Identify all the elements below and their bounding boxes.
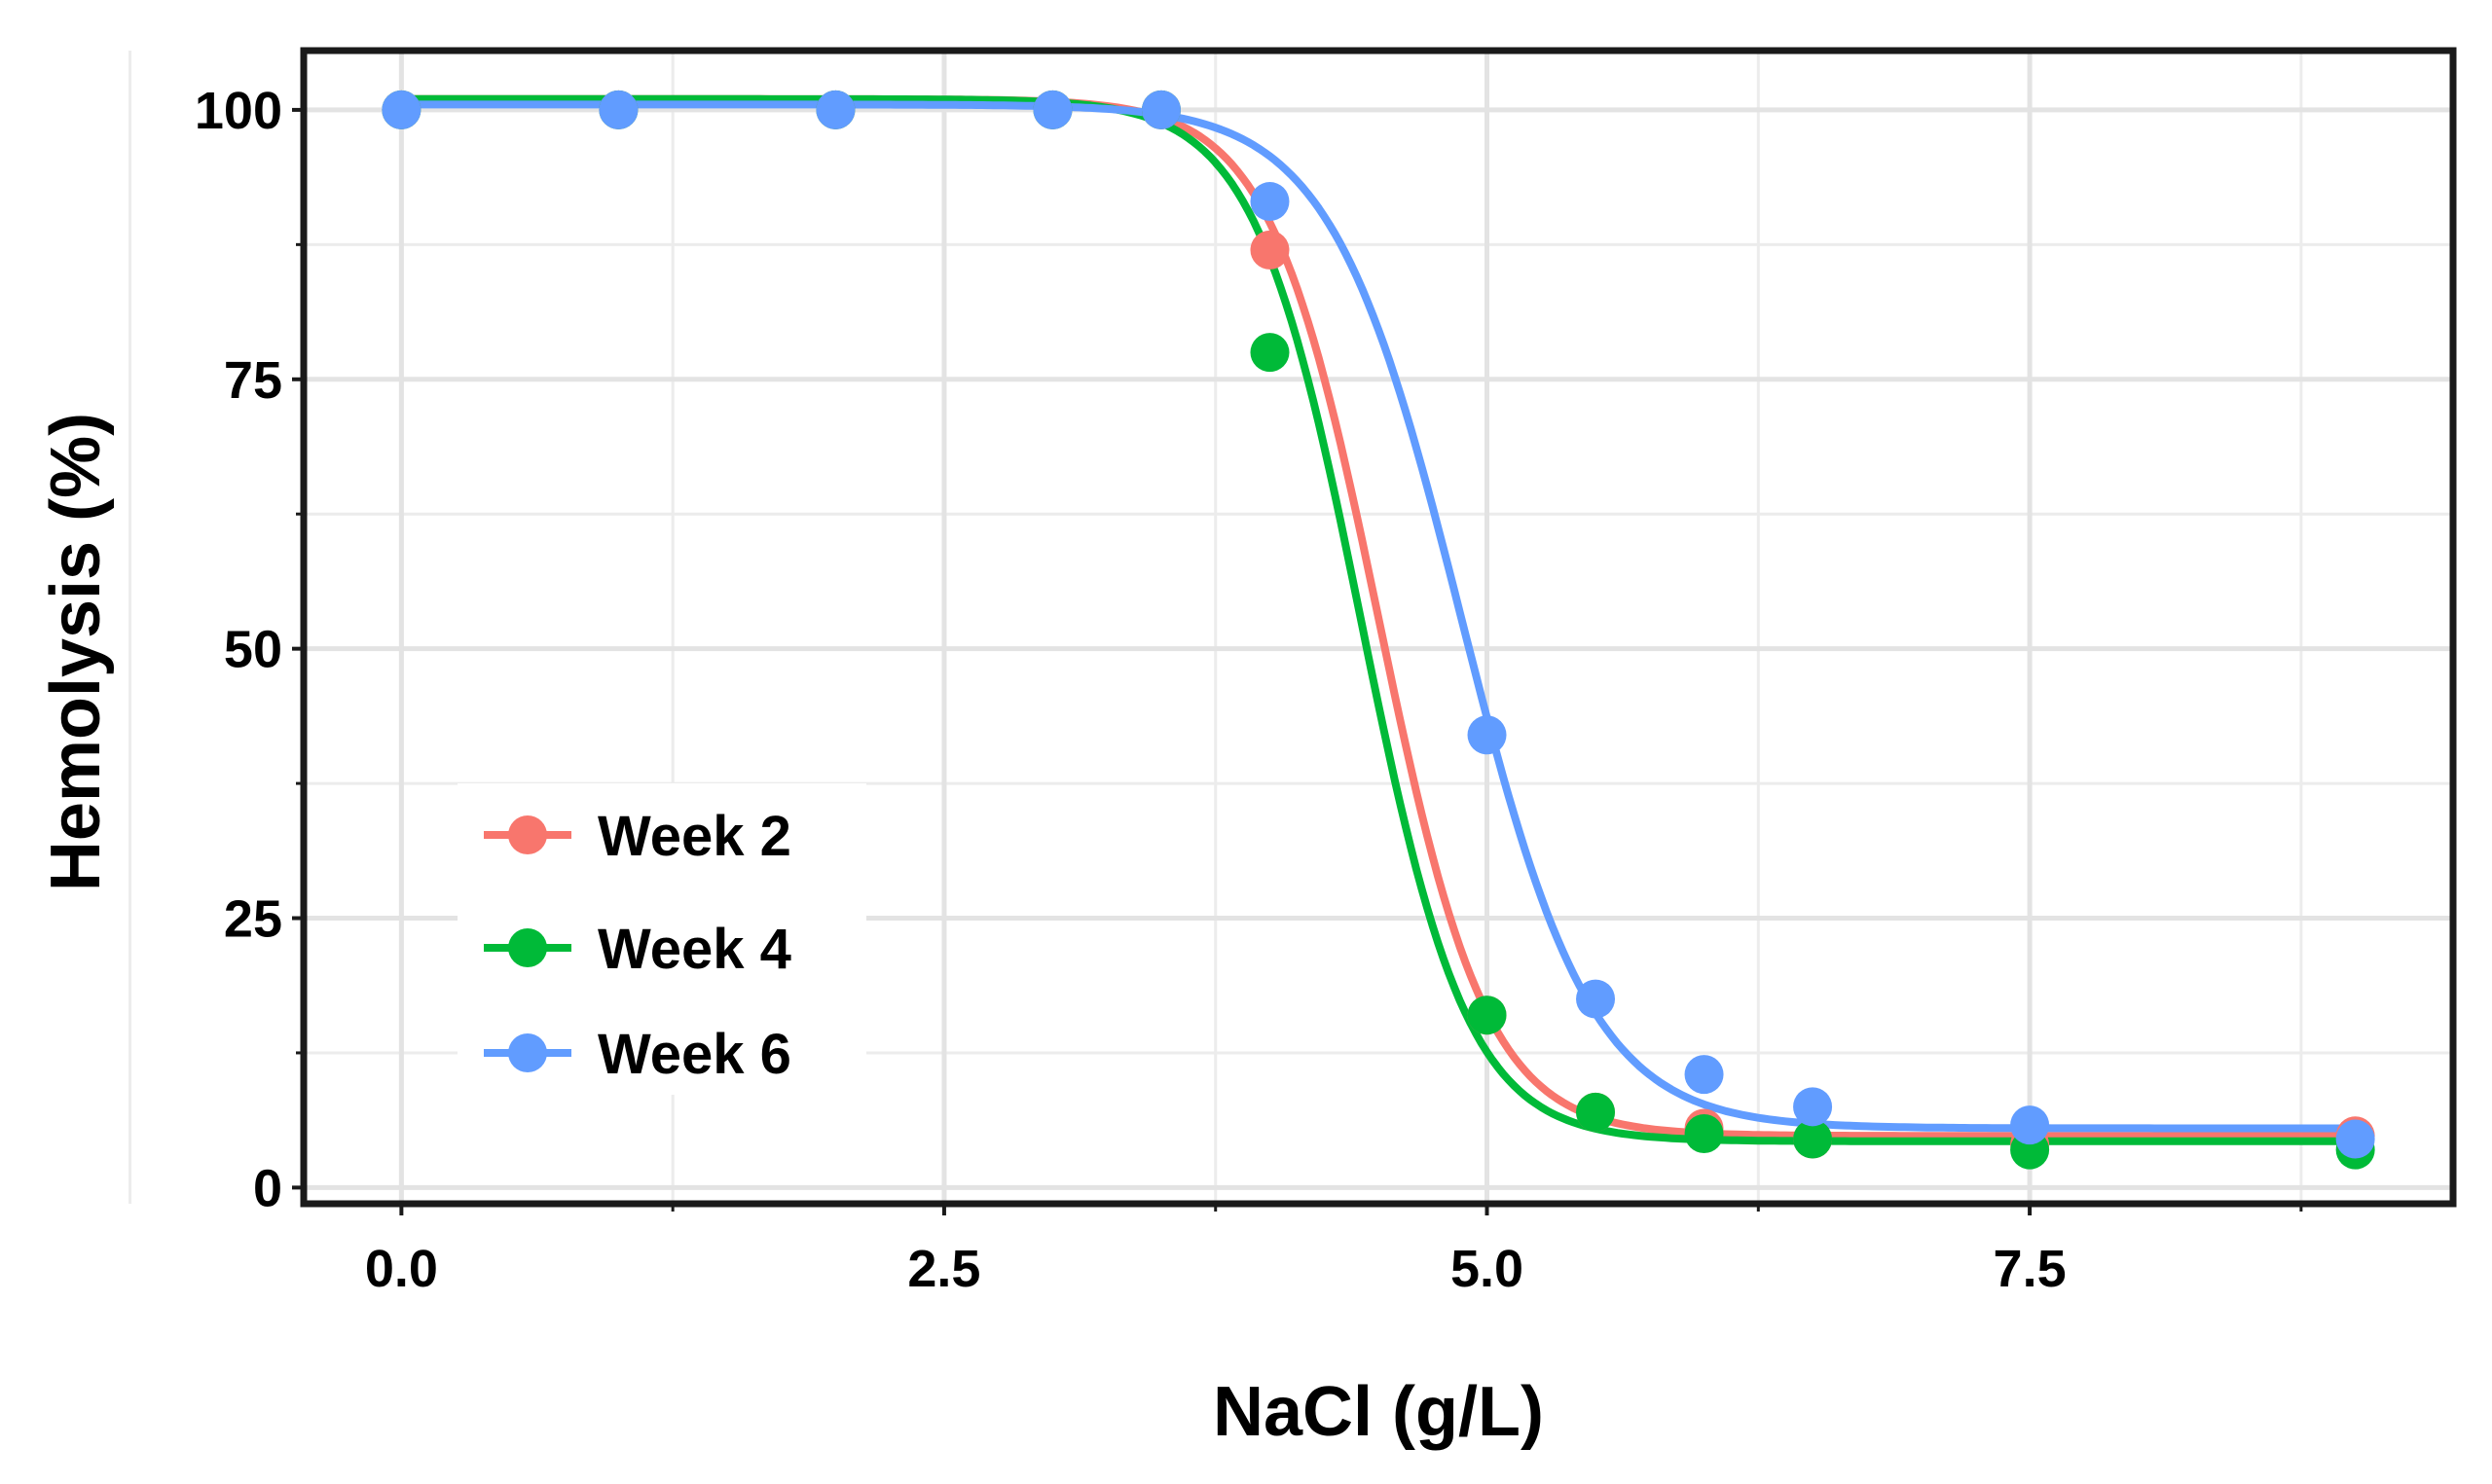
legend: Week 2 Week 4 Week 6 (458, 783, 866, 1095)
data-point-week-6 (599, 90, 639, 129)
data-point-week-6 (2335, 1119, 2375, 1159)
legend-marker-week-6 (508, 1033, 547, 1072)
data-point-week-4 (1467, 995, 1507, 1035)
legend-label-week-6: Week 6 (598, 1023, 791, 1086)
y-tick-label: 0 (253, 1159, 282, 1217)
data-point-week-4 (1793, 1119, 1833, 1159)
data-point-week-2 (1250, 230, 1290, 270)
legend-marker-week-2 (508, 815, 547, 854)
data-point-week-6 (1250, 182, 1290, 222)
data-point-week-6 (1576, 979, 1616, 1019)
legend-label-week-2: Week 2 (598, 805, 791, 868)
x-axis-ticks: 0.0 2.5 5.0 7.5 (365, 1204, 2303, 1298)
data-point-week-4 (1250, 333, 1290, 373)
data-point-week-6 (1684, 1055, 1724, 1095)
y-axis-title: Hemolysis (%) (37, 413, 115, 891)
y-tick-label: 75 (224, 351, 282, 410)
data-points (382, 90, 2375, 1170)
x-axis-title: NaCl (g/L) (1213, 1373, 1544, 1451)
legend-label-week-4: Week 4 (598, 918, 791, 981)
plot-border (300, 47, 2457, 1208)
y-axis-ticks: 0 25 50 75 100 (195, 82, 304, 1217)
y-tick-label: 25 (224, 890, 282, 949)
x-tick-label: 7.5 (1994, 1240, 2067, 1298)
data-point-week-6 (1467, 715, 1507, 755)
x-tick-label: 5.0 (1450, 1240, 1523, 1298)
data-point-week-6 (1141, 90, 1181, 129)
data-point-week-4 (1684, 1114, 1724, 1154)
x-tick-label: 2.5 (907, 1240, 980, 1298)
data-point-week-6 (816, 90, 856, 129)
data-point-week-6 (1793, 1087, 1833, 1127)
legend-marker-week-4 (508, 928, 547, 967)
data-point-week-6 (2010, 1105, 2050, 1145)
data-point-week-6 (1033, 90, 1073, 129)
data-point-week-6 (382, 90, 421, 129)
y-tick-label: 50 (224, 621, 282, 679)
data-point-week-4 (1576, 1092, 1616, 1132)
y-tick-label: 100 (195, 82, 282, 140)
x-tick-label: 0.0 (365, 1240, 438, 1298)
